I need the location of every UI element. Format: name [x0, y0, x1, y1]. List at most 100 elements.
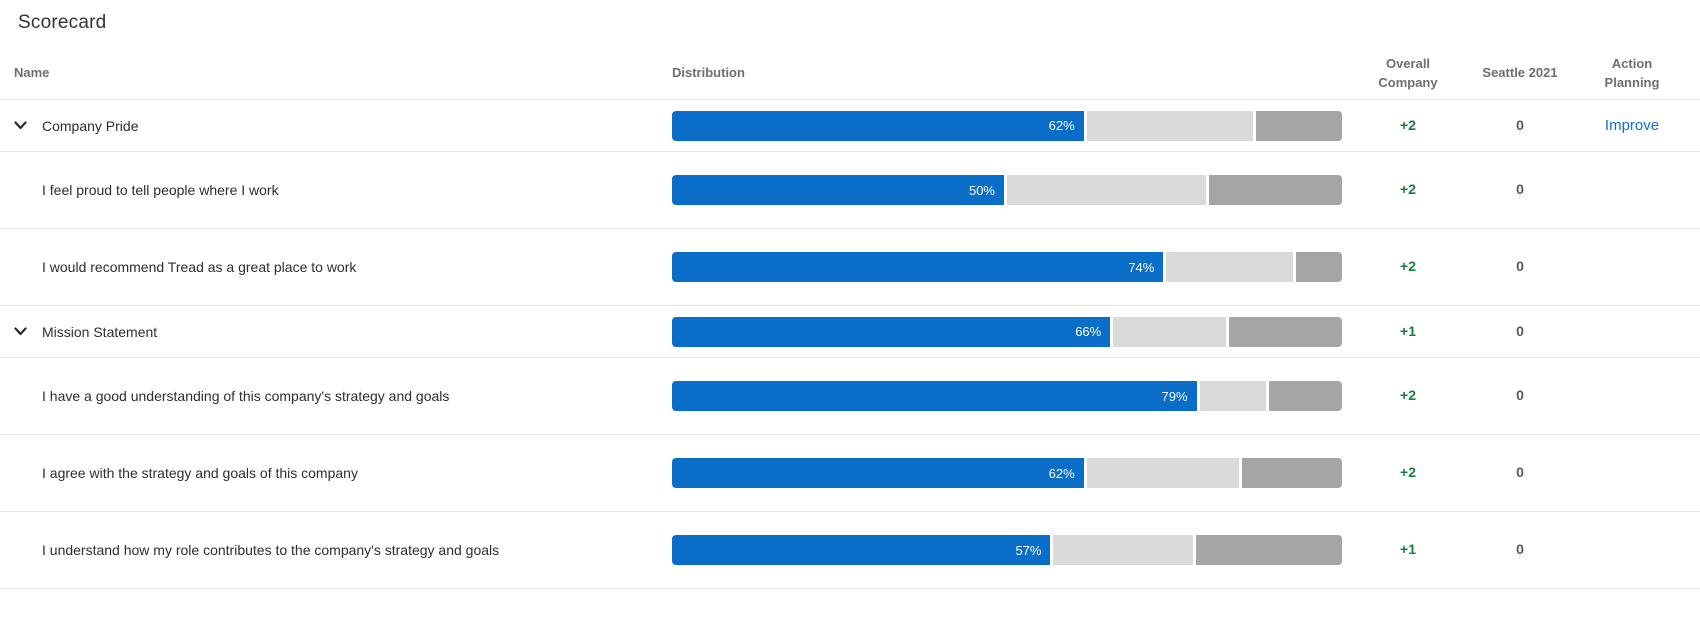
header-cell-seattle-2021: Seattle 2021 [1468, 64, 1572, 83]
neutral-segment [1199, 381, 1266, 411]
row-label: I agree with the strategy and goals of t… [42, 465, 358, 481]
unfavorable-segment [1195, 535, 1342, 565]
row-name-cell: I understand how my role contributes to … [0, 540, 672, 560]
column-header-distribution: Distribution [672, 65, 745, 81]
neutral-segment [1086, 458, 1240, 488]
distribution-bar[interactable]: 50% [672, 175, 1342, 205]
row-overall-company-cell: +2 [1348, 117, 1468, 135]
unfavorable-segment [1255, 110, 1342, 141]
overall-company-value: +2 [1400, 464, 1416, 480]
favorable-segment: 57% [672, 535, 1051, 565]
row-overall-company-cell: +2 [1348, 464, 1468, 482]
table-row: I have a good understanding of this comp… [0, 358, 1700, 435]
seattle-2021-value: 0 [1516, 322, 1524, 339]
row-name-cell: I would recommend Tread as a great place… [0, 257, 672, 277]
favorable-segment: 62% [672, 110, 1084, 141]
favorable-percent-label: 57% [1015, 542, 1042, 558]
widget-title-bar: Scorecard [0, 0, 1700, 48]
row-name-cell: I have a good understanding of this comp… [0, 386, 672, 406]
scorecard-rows: Company Pride 62% +2 0 Improve [0, 100, 1700, 589]
table-row: Company Pride 62% +2 0 Improve [0, 100, 1700, 152]
row-name-cell: Company Pride [0, 116, 672, 136]
overall-company-value: +2 [1400, 258, 1416, 274]
row-distribution-cell: 79% [672, 381, 1348, 411]
favorable-percent-label: 62% [1048, 118, 1075, 133]
table-row: I agree with the strategy and goals of t… [0, 435, 1700, 512]
row-label: Mission Statement [42, 323, 158, 340]
header-cell-overall-company: Overall Company [1348, 55, 1468, 93]
table-row: I feel proud to tell people where I work… [0, 152, 1700, 229]
favorable-percent-label: 50% [968, 182, 995, 198]
row-overall-company-cell: +1 [1348, 541, 1468, 559]
seattle-2021-value: 0 [1516, 464, 1524, 480]
table-row: I would recommend Tread as a great place… [0, 229, 1700, 306]
neutral-segment [1166, 252, 1293, 282]
table-row: I understand how my role contributes to … [0, 512, 1700, 589]
chevron-down-icon[interactable] [14, 322, 42, 342]
page-title: Scorecard [18, 12, 107, 33]
row-overall-company-cell: +2 [1348, 258, 1468, 276]
table-header-row: Name Distribution Overall Company Seattl… [0, 48, 1700, 100]
row-label: I would recommend Tread as a great place… [42, 259, 357, 275]
seattle-2021-value: 0 [1516, 387, 1524, 403]
row-overall-company-cell: +2 [1348, 387, 1468, 405]
distribution-bar[interactable]: 62% [672, 110, 1342, 141]
row-seattle-2021-cell: 0 [1468, 323, 1572, 341]
row-distribution-cell: 50% [672, 175, 1348, 205]
favorable-segment: 74% [672, 252, 1164, 282]
distribution-bar[interactable]: 62% [672, 458, 1342, 488]
distribution-bar[interactable]: 66% [672, 316, 1342, 347]
overall-company-value: +2 [1400, 116, 1416, 133]
seattle-2021-value: 0 [1516, 258, 1524, 274]
unfavorable-segment [1242, 458, 1342, 488]
favorable-segment: 62% [672, 458, 1084, 488]
row-label: I understand how my role contributes to … [42, 542, 500, 558]
seattle-2021-value: 0 [1516, 541, 1524, 557]
overall-company-value: +2 [1400, 181, 1416, 197]
unfavorable-segment [1295, 252, 1342, 282]
row-seattle-2021-cell: 0 [1468, 181, 1572, 199]
table-row: Mission Statement 66% +1 0 [0, 306, 1700, 358]
row-overall-company-cell: +2 [1348, 181, 1468, 199]
unfavorable-segment [1229, 316, 1342, 347]
favorable-segment: 66% [672, 316, 1111, 347]
row-seattle-2021-cell: 0 [1468, 464, 1572, 482]
row-label: I have a good understanding of this comp… [42, 388, 450, 404]
row-label: I feel proud to tell people where I work [42, 182, 279, 198]
overall-company-value: +1 [1400, 322, 1416, 339]
column-header-overall-company: Overall Company [1378, 55, 1438, 90]
row-distribution-cell: 57% [672, 535, 1348, 565]
row-distribution-cell: 62% [672, 110, 1348, 141]
overall-company-value: +1 [1400, 541, 1416, 557]
column-header-action-planning: Action Planning [1604, 55, 1660, 90]
column-header-seattle-2021: Seattle 2021 [1482, 65, 1558, 81]
row-seattle-2021-cell: 0 [1468, 387, 1572, 405]
seattle-2021-value: 0 [1516, 116, 1524, 133]
action-planning-link[interactable]: Improve [1604, 116, 1660, 134]
header-cell-name: Name [0, 64, 672, 83]
favorable-percent-label: 62% [1048, 465, 1075, 481]
favorable-segment: 50% [672, 175, 1004, 205]
seattle-2021-value: 0 [1516, 181, 1524, 197]
row-action-planning-cell: Improve [1572, 117, 1692, 135]
distribution-bar[interactable]: 57% [672, 535, 1342, 565]
unfavorable-segment [1209, 175, 1342, 205]
header-cell-distribution: Distribution [672, 64, 1348, 83]
overall-company-value: +2 [1400, 387, 1416, 403]
neutral-segment [1007, 175, 1207, 205]
distribution-bar[interactable]: 79% [672, 381, 1343, 411]
row-seattle-2021-cell: 0 [1468, 258, 1572, 276]
row-name-cell: I feel proud to tell people where I work [0, 180, 672, 200]
row-seattle-2021-cell: 0 [1468, 117, 1572, 135]
favorable-percent-label: 79% [1161, 388, 1188, 404]
row-name-cell: Mission Statement [0, 322, 672, 342]
row-name-cell: I agree with the strategy and goals of t… [0, 463, 672, 483]
chevron-down-icon[interactable] [14, 116, 42, 136]
row-distribution-cell: 66% [672, 316, 1348, 347]
neutral-segment [1053, 535, 1193, 565]
favorable-percent-label: 74% [1128, 259, 1155, 275]
distribution-bar[interactable]: 74% [672, 252, 1342, 282]
neutral-segment [1113, 316, 1227, 347]
row-overall-company-cell: +1 [1348, 323, 1468, 341]
